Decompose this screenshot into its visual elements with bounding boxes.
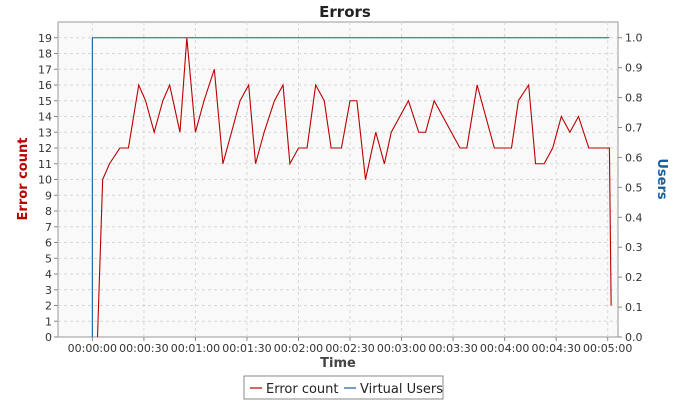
y-left-tick-label: 1 [45, 315, 52, 328]
x-tick-label: 00:05:00 [583, 342, 632, 355]
y-left-tick-label: 15 [38, 95, 52, 108]
x-tick-label: 00:02:30 [325, 342, 374, 355]
y-left-tick-label: 12 [38, 142, 52, 155]
y-right-tick-label: 0.4 [625, 211, 643, 224]
y-left-tick-label: 0 [45, 331, 52, 344]
y-left-tick-label: 6 [45, 237, 52, 250]
y-left-tick-label: 17 [38, 63, 52, 76]
x-axis-label: Time [320, 356, 356, 371]
y-left-tick-label: 16 [38, 79, 52, 92]
x-tick-label: 00:02:00 [274, 342, 323, 355]
x-tick-label: 00:03:30 [428, 342, 477, 355]
legend-label-virtual-users: Virtual Users [360, 382, 443, 397]
y-left-tick-label: 3 [45, 284, 52, 297]
y-right-tick-label: 0.6 [625, 151, 643, 164]
y-right-tick-label: 1.0 [625, 32, 643, 45]
y-left-axis-label: Error count [16, 138, 31, 221]
y-left-tick-label: 2 [45, 300, 52, 313]
y-left-tick-label: 7 [45, 221, 52, 234]
y-left-tick-label: 13 [38, 126, 52, 139]
legend-label-error-count: Error count [266, 382, 339, 397]
y-left-tick-label: 14 [38, 111, 52, 124]
x-tick-label: 00:00:00 [68, 342, 117, 355]
y-right-tick-label: 0.9 [625, 62, 643, 75]
y-right-axis: 0.00.10.20.30.40.50.60.70.80.91.0 [618, 32, 643, 344]
x-tick-label: 00:04:00 [480, 342, 529, 355]
y-right-tick-label: 0.1 [625, 301, 643, 314]
y-left-tick-label: 19 [38, 32, 52, 45]
x-tick-label: 00:01:30 [222, 342, 271, 355]
y-left-tick-label: 10 [38, 174, 52, 187]
x-tick-label: 00:01:00 [171, 342, 220, 355]
y-left-tick-label: 8 [45, 205, 52, 218]
y-left-tick-label: 4 [45, 268, 52, 281]
x-tick-label: 00:00:30 [119, 342, 168, 355]
y-right-tick-label: 0.2 [625, 271, 643, 284]
chart-title: Errors [319, 3, 371, 21]
y-right-tick-label: 0.7 [625, 122, 643, 135]
x-tick-label: 00:04:30 [531, 342, 580, 355]
legend: Error count Virtual Users [244, 376, 443, 399]
y-right-tick-label: 0.5 [625, 181, 643, 194]
x-tick-label: 00:03:00 [377, 342, 426, 355]
y-right-axis-label: Users [654, 158, 669, 200]
y-left-tick-label: 5 [45, 252, 52, 265]
y-right-tick-label: 0.3 [625, 241, 643, 254]
y-right-tick-label: 0.8 [625, 92, 643, 105]
y-left-tick-label: 11 [38, 158, 52, 171]
y-left-tick-label: 9 [45, 189, 52, 202]
y-left-tick-label: 18 [38, 48, 52, 61]
